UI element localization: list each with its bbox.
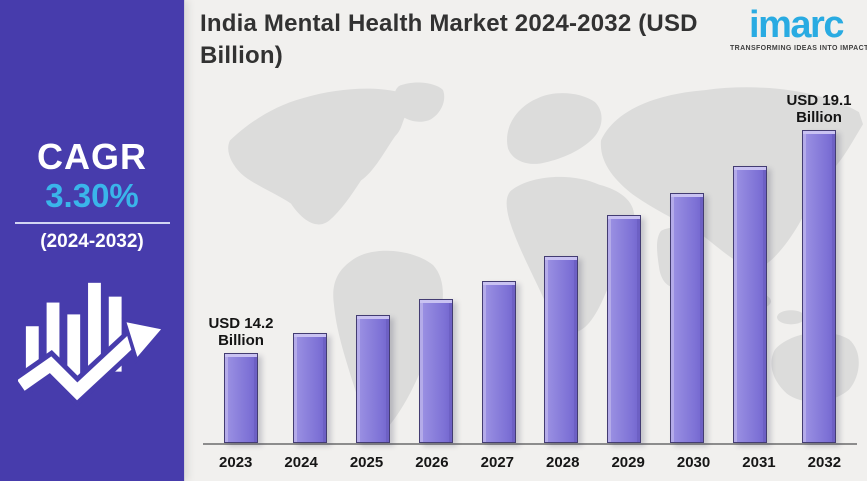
x-axis-label-2028: 2028 — [546, 454, 580, 471]
bar-2025 — [356, 315, 391, 443]
bar-value-label-2023: USD 14.2 Billion — [208, 314, 274, 349]
main-panel: India Mental Health Market 2024-2032 (US… — [185, 0, 867, 481]
cagr-label: CAGR — [37, 136, 147, 177]
chart-column-2023: USD 14.2 Billion — [203, 85, 279, 443]
years-row: 2023 2024 2025 2026 2027 2028 2029 2030 2031 2032 — [203, 445, 857, 471]
imarc-wordmark: imarc — [749, 4, 844, 46]
chart-column-2029 — [593, 85, 656, 443]
bar-2029 — [607, 215, 642, 443]
chart-column-2026 — [405, 85, 468, 443]
bar-2028 — [544, 256, 579, 443]
chart-column-2028 — [530, 85, 593, 443]
x-axis-label-2032: 2032 — [807, 454, 842, 471]
x-axis-label-2031: 2031 — [742, 454, 776, 471]
x-axis-label-2026: 2026 — [415, 454, 449, 471]
x-axis-label-2024: 2024 — [284, 454, 318, 471]
bar-2023 — [224, 353, 258, 443]
x-axis-label-2027: 2027 — [480, 454, 515, 471]
cagr-value: 3.30% — [45, 176, 139, 214]
bar-2026 — [418, 299, 453, 443]
cagr-divider — [14, 222, 170, 225]
page-title: India Mental Health Market 2024-2032 (US… — [200, 10, 698, 70]
sidebar: CAGR 3.30% (2024-2032) — [0, 0, 185, 481]
growth-chart-icon — [18, 283, 166, 408]
chart-column-2032: USD 19.1 Billion — [781, 85, 857, 443]
x-axis-label-2023: 2023 — [219, 454, 253, 471]
chart-column-2027 — [467, 85, 530, 443]
cagr-period: (2024-2032) — [40, 231, 144, 253]
x-axis-label-2029: 2029 — [611, 454, 645, 471]
bar-2031 — [732, 166, 767, 443]
bar-2032 — [802, 130, 836, 443]
bar-chart: USD 14.2 Billion USD 19.1 Billion 2023 202… — [203, 85, 857, 471]
bar-value-label-2032: USD 19.1 Billion — [786, 91, 852, 126]
x-axis-label-2025: 2025 — [349, 454, 384, 471]
chart-column-2024 — [279, 85, 342, 443]
bar-2027 — [481, 281, 516, 443]
bars-row: USD 14.2 Billion USD 19.1 Billion — [203, 85, 857, 445]
chart-column-2031 — [718, 85, 781, 443]
x-axis-label-2030: 2030 — [676, 454, 711, 471]
chart-column-2025 — [342, 85, 405, 443]
bar-2030 — [669, 193, 704, 443]
chart-column-2030 — [656, 85, 719, 443]
imarc-tagline: TRANSFORMING IDEAS INTO IMPACT — [730, 45, 867, 52]
bar-2024 — [293, 333, 328, 443]
imarc-logo: imarc TRANSFORMING IDEAS INTO IMPACT — [730, 4, 867, 52]
